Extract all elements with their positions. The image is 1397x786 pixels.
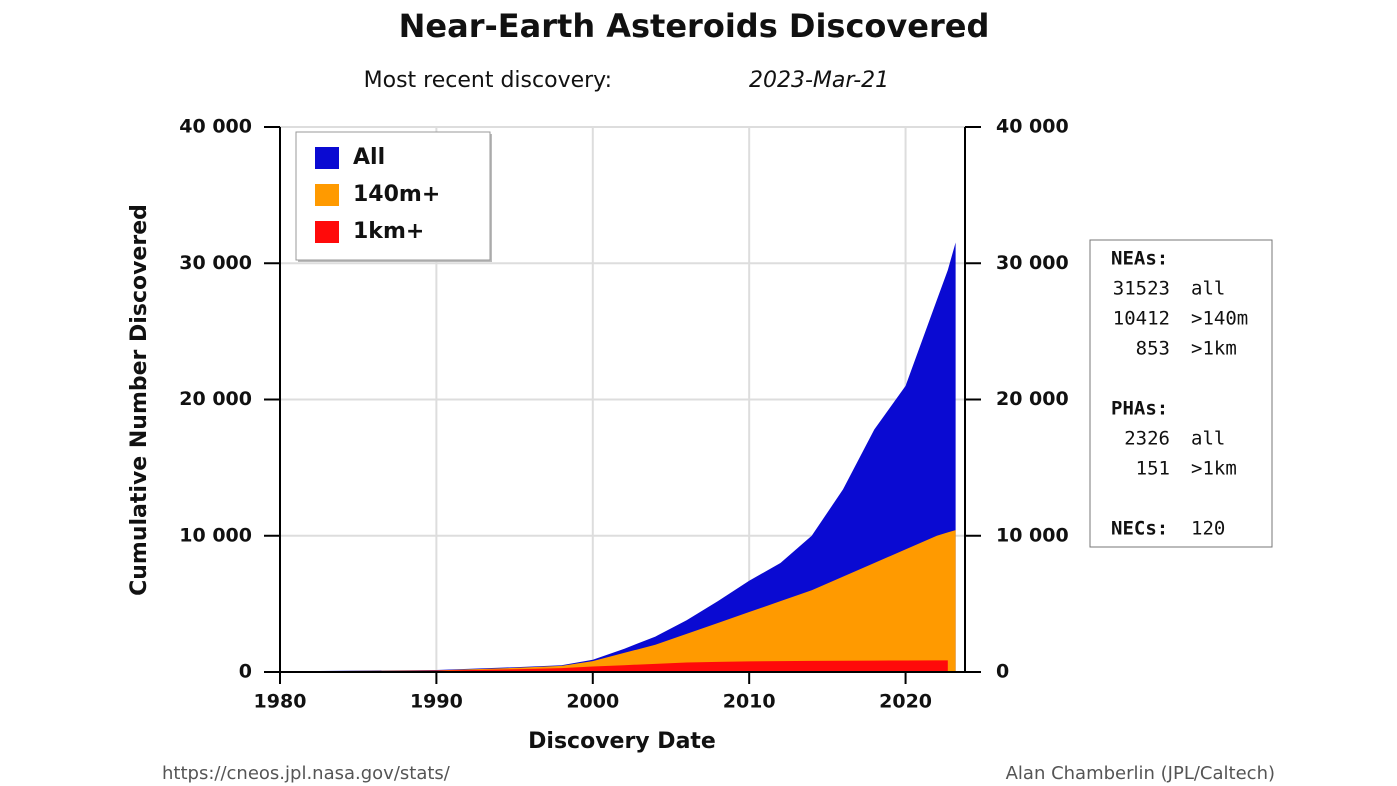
chart-title: Near-Earth Asteroids Discovered	[399, 7, 990, 45]
y-tick-label: 40 000	[179, 116, 252, 138]
x-axis-label: Discovery Date	[528, 729, 716, 754]
y2-tick-label: 10 000	[996, 524, 1069, 546]
stats-count: 120	[1191, 518, 1225, 540]
x-tick-label: 1990	[410, 691, 463, 713]
stats-heading: PHAs:	[1111, 398, 1168, 420]
y2-tick-label: 0	[996, 661, 1009, 683]
stats-label: >1km	[1191, 338, 1237, 360]
legend-label: All	[353, 145, 385, 170]
stats-label: >1km	[1191, 458, 1237, 480]
stats-count: 151	[1136, 458, 1170, 480]
legend-swatch	[315, 221, 339, 243]
area	[280, 530, 956, 672]
y2-tick-label: 40 000	[996, 116, 1069, 138]
y-axis-label: Cumulative Number Discovered	[127, 204, 152, 596]
legend-label: 140m+	[353, 182, 440, 207]
subtitle: Most recent discovery:	[364, 68, 612, 93]
y-tick-label: 0	[239, 661, 252, 683]
stats-heading: NEAs:	[1111, 248, 1168, 270]
stats-box	[1089, 239, 1273, 548]
stats-count: 853	[1136, 338, 1170, 360]
area	[280, 660, 948, 672]
stats-label: all	[1191, 428, 1225, 450]
area	[280, 242, 956, 672]
y2-tick-label: 30 000	[996, 252, 1069, 274]
y-tick-label: 10 000	[179, 524, 252, 546]
footer-url: https://cneos.jpl.nasa.gov/stats/	[162, 763, 451, 784]
footer-credit: Alan Chamberlin (JPL/Caltech)	[1006, 763, 1275, 784]
stats-label: >140m	[1191, 308, 1248, 330]
x-tick-label: 1980	[254, 691, 307, 713]
legend-label: 1km+	[353, 219, 424, 244]
x-tick-label: 2000	[566, 691, 619, 713]
stats-count: 31523	[1113, 278, 1170, 300]
stats-label: all	[1191, 278, 1225, 300]
stats-heading: NECs:	[1111, 518, 1168, 540]
legend-swatch	[315, 184, 339, 206]
legend-swatch	[315, 147, 339, 169]
x-tick-label: 2010	[723, 691, 776, 713]
subtitle-date: 2023-Mar-21	[749, 68, 889, 93]
stats-count: 2326	[1124, 428, 1170, 450]
y2-tick-label: 20 000	[996, 388, 1069, 410]
stats-count: 10412	[1113, 308, 1170, 330]
legend: All 140m+ 1km+	[295, 131, 492, 262]
y-tick-label: 30 000	[179, 252, 252, 274]
y-tick-label: 20 000	[179, 388, 252, 410]
x-tick-label: 2020	[879, 691, 932, 713]
